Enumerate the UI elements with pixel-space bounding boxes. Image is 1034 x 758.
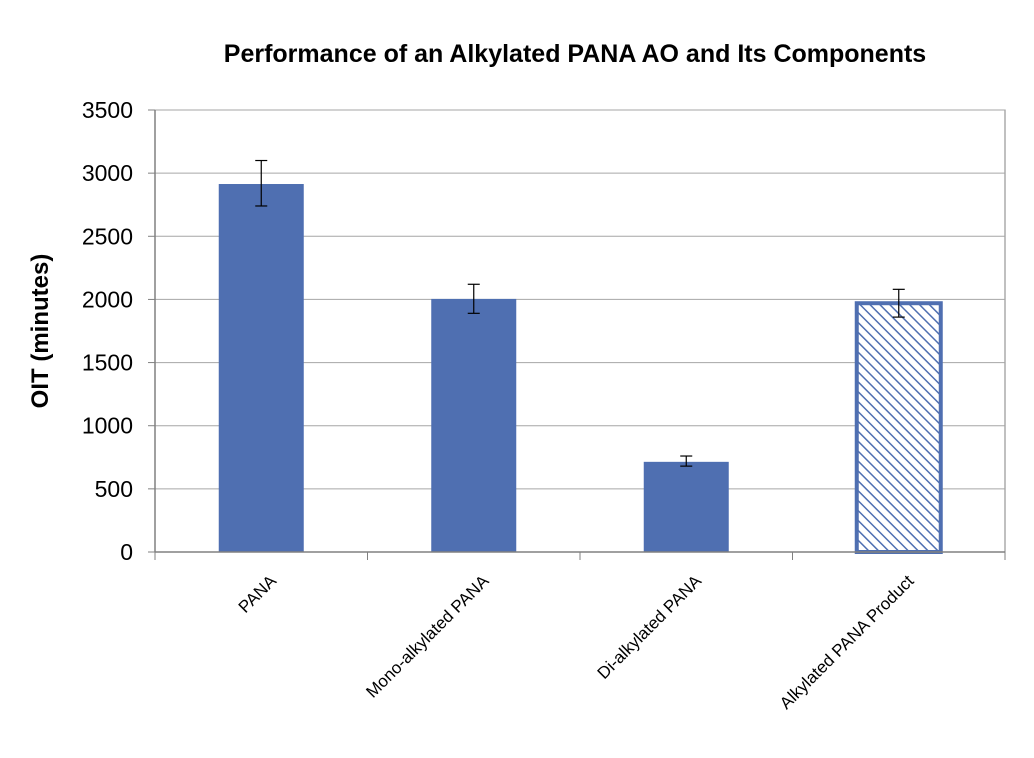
error-bars (255, 159, 905, 467)
bar-di-alkylated-pana (643, 461, 729, 553)
bar-mono-alkylated-pana (431, 298, 517, 553)
y-tick-label: 2000 (82, 286, 133, 312)
y-tick-label: 0 (120, 539, 133, 565)
bars (218, 184, 943, 554)
y-tick-label: 1000 (82, 413, 133, 439)
axes (148, 109, 1006, 560)
y-tick-label: 2500 (82, 223, 133, 249)
x-category-label: Alkylated PANA Product (776, 571, 918, 713)
y-tick-label: 3500 (82, 97, 133, 123)
chart-title: Performance of an Alkylated PANA AO and … (223, 40, 927, 68)
x-category-label: Mono-alkylated PANA (362, 571, 493, 702)
bar-pana (218, 184, 304, 553)
y-tick-label: 1500 (82, 350, 133, 376)
y-tick-label: 500 (95, 476, 133, 502)
x-category-label: Di-alkylated PANA (594, 571, 706, 683)
y-axis-title: OIT (minutes) (27, 254, 54, 409)
bar-alkylated-pana-product (854, 301, 943, 554)
x-category-label: PANA (235, 571, 281, 617)
y-tick-label: 3000 (82, 160, 133, 186)
